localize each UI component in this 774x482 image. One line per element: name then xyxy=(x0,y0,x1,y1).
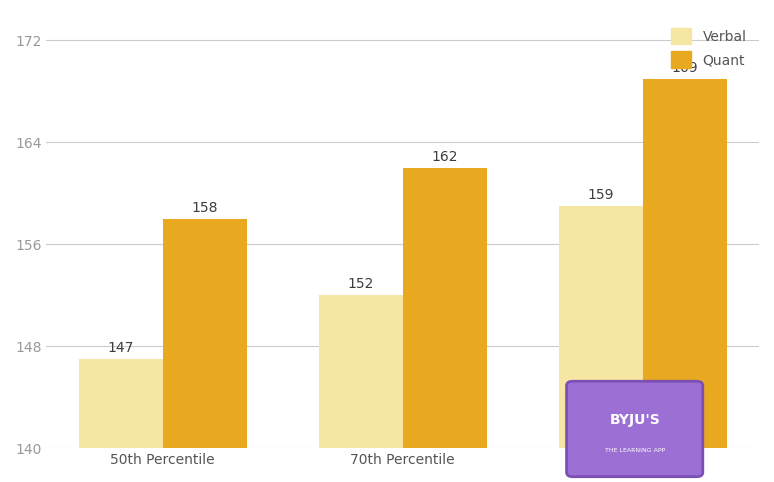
Text: 158: 158 xyxy=(191,201,218,215)
Bar xyxy=(79,359,163,448)
Text: 159: 159 xyxy=(587,188,614,202)
Legend: Verbal, Quant: Verbal, Quant xyxy=(665,22,752,74)
Text: THE LEARNING APP: THE LEARNING APP xyxy=(604,448,665,453)
Bar xyxy=(642,79,727,448)
Text: 147: 147 xyxy=(108,341,134,355)
Text: 152: 152 xyxy=(348,278,374,292)
FancyBboxPatch shape xyxy=(567,381,703,477)
Text: 162: 162 xyxy=(431,150,458,164)
Text: BYJU'S: BYJU'S xyxy=(609,413,660,428)
Bar xyxy=(559,206,642,448)
Bar xyxy=(163,219,247,448)
Text: 169: 169 xyxy=(671,61,698,75)
Bar xyxy=(319,295,402,448)
Bar xyxy=(402,168,487,448)
